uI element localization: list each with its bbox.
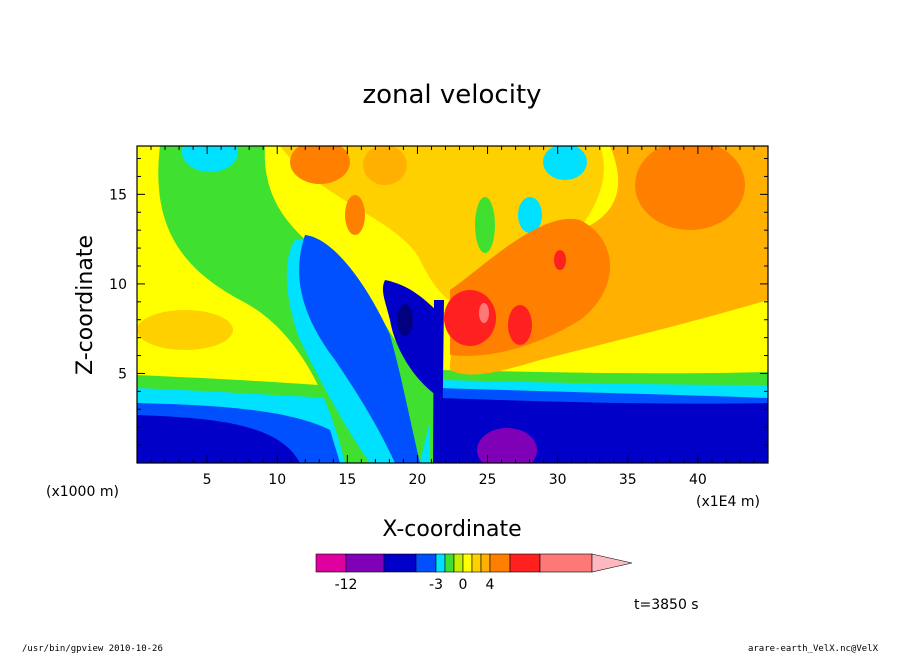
colorbar: -12 -3 0 4 [315, 553, 633, 593]
field-region [345, 195, 365, 235]
field-region [363, 146, 407, 185]
field-region [433, 300, 444, 463]
field-region [475, 197, 495, 253]
time-label: t=3850 s [634, 597, 699, 613]
y-axis-label: Z-coordinate [73, 235, 98, 375]
field-region [518, 197, 542, 233]
y-axis: 5 10 15 [109, 158, 768, 446]
chart-title: zonal velocity [362, 80, 541, 110]
colorbar-bin [383, 553, 417, 573]
x-axis: 5 10 15 20 25 30 35 40 [150, 146, 755, 488]
colorbar-label: -12 [335, 577, 358, 593]
colorbar-bin [489, 553, 511, 573]
x-tick-label: 25 [479, 472, 497, 488]
field-region [635, 146, 745, 230]
field-region [382, 280, 436, 395]
x-tick-label: 40 [689, 472, 707, 488]
colorbar-bin [415, 553, 437, 573]
colorbar-arrow [591, 553, 633, 573]
footer-left: /usr/bin/gpview 2010-10-26 [22, 644, 163, 654]
footer-right: arare-earth_VelX.nc@VelX [748, 644, 879, 654]
x-tick-label: 5 [203, 472, 212, 488]
colorbar-bin [315, 553, 347, 573]
colorbar-bin [444, 553, 455, 573]
colorbar-bin [345, 553, 385, 573]
y-tick-label: 10 [109, 277, 127, 293]
colorbar-label: 0 [459, 577, 468, 593]
colorbar-bin [480, 553, 491, 573]
x-tick-label: 10 [268, 472, 286, 488]
colorbar-bin [539, 553, 593, 573]
x-axis-unit-right: (x1E4 m) [696, 494, 760, 510]
colorbar-bin [509, 553, 541, 573]
colorbar-label: 4 [486, 577, 495, 593]
x-axis-label: X-coordinate [382, 517, 521, 542]
field-region [290, 146, 350, 184]
field-region [543, 146, 587, 180]
plot-frame [136, 145, 769, 464]
y-tick-label: 5 [118, 366, 127, 382]
x-tick-label: 20 [409, 472, 427, 488]
field-region [479, 303, 489, 323]
x-tick-label: 35 [619, 472, 637, 488]
field-region [137, 310, 233, 350]
colorbar-label: -3 [429, 577, 443, 593]
field-region [182, 146, 238, 172]
heatmap-field [137, 146, 768, 463]
field-region [477, 428, 537, 463]
colorbar-bin [435, 553, 446, 573]
colorbar-bin [462, 553, 473, 573]
field-region [397, 304, 413, 336]
x-axis-unit-left: (x1000 m) [46, 484, 119, 500]
colorbar-bin [471, 553, 482, 573]
colorbar-bin [453, 553, 464, 573]
y-tick-label: 15 [109, 187, 127, 203]
field-region [554, 250, 566, 270]
field-region [299, 235, 420, 463]
x-tick-label: 15 [338, 472, 356, 488]
x-tick-label: 30 [549, 472, 567, 488]
field-region [137, 415, 300, 463]
field-region [508, 305, 532, 345]
